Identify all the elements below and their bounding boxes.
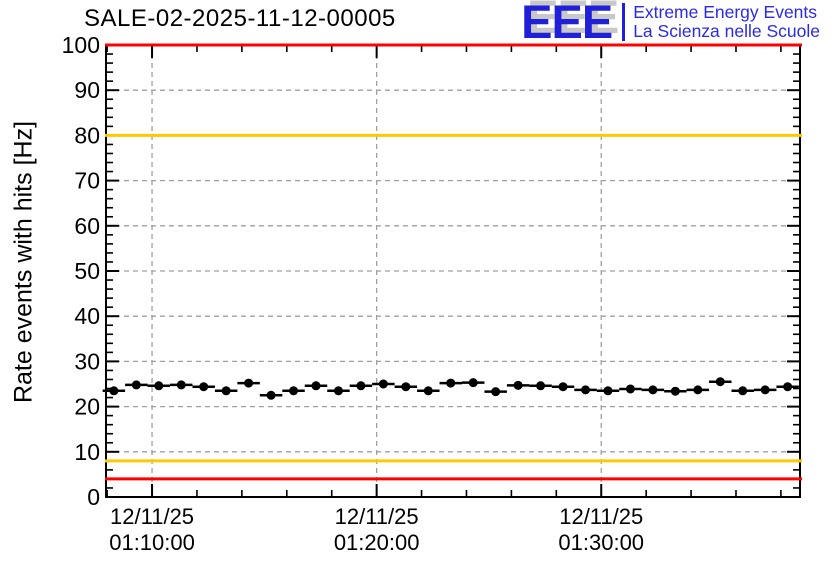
data-point: [738, 386, 748, 396]
y-tick-label: 40: [74, 303, 100, 329]
x-tick-label-time: 01:30:00: [558, 530, 644, 555]
data-point: [356, 381, 366, 391]
data-point: [244, 378, 254, 388]
data-point: [131, 380, 141, 390]
data-point: [670, 386, 680, 396]
eee-logo-separator: [622, 3, 626, 41]
data-point: [581, 385, 591, 395]
x-tick-label-time: 01:10:00: [109, 530, 195, 555]
data-point: [491, 387, 501, 397]
data-point: [423, 386, 433, 396]
y-tick-label: 50: [74, 258, 100, 284]
data-point: [536, 381, 546, 391]
y-tick-label: 70: [74, 168, 100, 194]
y-tick-label: 100: [62, 32, 100, 58]
y-tick-label: 30: [74, 348, 100, 374]
eee-logo-line2: La Scienza nelle Scuole: [633, 21, 820, 41]
data-point: [289, 386, 299, 396]
y-tick-label: 0: [87, 484, 100, 510]
data-point: [715, 377, 725, 387]
y-tick-label: 10: [74, 439, 100, 465]
y-tick-label: 20: [74, 394, 100, 420]
data-point: [693, 385, 703, 395]
data-point: [513, 380, 523, 390]
eee-logo-letters: EEE: [521, 0, 613, 48]
x-tick-label-time: 01:20:00: [334, 530, 420, 555]
eee-logo-slogan: Extreme Energy Events La Scienza nelle S…: [633, 0, 820, 41]
data-point: [221, 386, 231, 396]
data-point: [648, 385, 658, 395]
data-point: [446, 378, 456, 388]
data-point: [378, 379, 388, 389]
data-point: [154, 381, 164, 391]
eee-logo-line1: Extreme Energy Events: [633, 2, 818, 22]
data-point: [109, 386, 119, 396]
data-point: [603, 386, 613, 396]
data-point: [558, 382, 568, 392]
data-point: [333, 386, 343, 396]
data-point: [760, 385, 770, 395]
data-point: [783, 382, 793, 392]
y-axis-title: Rate events with hits [Hz]: [9, 120, 38, 404]
y-tick-label: 60: [74, 213, 100, 239]
x-tick-label-date: 12/11/25: [559, 504, 643, 529]
x-tick-label-date: 12/11/25: [335, 504, 419, 529]
data-point: [266, 390, 276, 400]
data-point: [176, 380, 186, 390]
y-tick-label: 90: [74, 77, 100, 103]
data-point: [468, 378, 478, 388]
x-tick-label-date: 12/11/25: [110, 504, 194, 529]
data-point: [625, 384, 635, 394]
data-point: [311, 381, 321, 391]
y-tick-label: 80: [74, 122, 100, 148]
data-point: [401, 382, 411, 392]
data-point: [199, 382, 209, 392]
chart-title: SALE-02-2025-11-12-00005: [84, 5, 396, 32]
eee-logo: EEE Extreme Energy Events La Scienza nel…: [521, 0, 820, 48]
